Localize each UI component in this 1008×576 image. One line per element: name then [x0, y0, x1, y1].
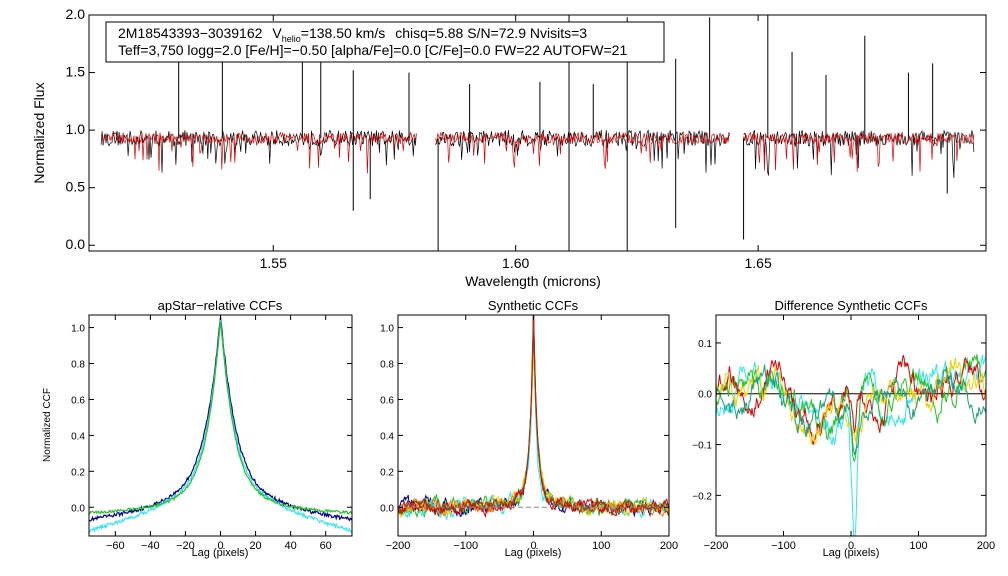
y-tick-label: 0.2: [71, 467, 85, 478]
x-tick-label: 1.55: [260, 255, 287, 271]
y-tick-label: 0.0: [380, 503, 394, 514]
ccf-line-visit-2: [89, 318, 352, 534]
model-spectrum-line: [100, 131, 417, 174]
x-tick-label: 0: [217, 540, 223, 552]
model-spectrum-line: [435, 131, 731, 169]
x-tick-label: 200: [660, 540, 678, 552]
x-tick-label: −60: [106, 540, 125, 552]
y-tick-label: 0.8: [71, 360, 85, 371]
y-tick-label: 0.8: [380, 360, 394, 371]
y-tick-label: 2.0: [66, 6, 86, 22]
spectrum-panel: 1.55 1.60 1.65 0.0 0.5 1.0 1.5 2.0 2M18543393−3…: [31, 6, 987, 289]
x-tick-label: −200: [386, 540, 411, 552]
diff-red-line: [716, 354, 986, 445]
ccf-brown-line: [398, 320, 669, 517]
y-tick-label: 0.6: [380, 395, 394, 406]
x-tick-label: −40: [141, 540, 160, 552]
y-tick-label: −0.1: [692, 441, 712, 452]
y-tick-label: 0.0: [71, 503, 85, 514]
difference-ccf-panel: −200 −100 0 100 200 −0.2 −0.1 0.0 0.1 Difference…: [692, 298, 995, 559]
x-tick-label: 1.65: [744, 255, 771, 271]
x-tick-label: 100: [909, 540, 927, 552]
spectrum-frame: [88, 14, 987, 252]
apstar-ccf-ylabel: Normalized CCF: [42, 388, 53, 462]
ccf-line-visit-1: [89, 316, 352, 522]
difference-ccf-title: Difference Synthetic CCFs: [775, 298, 928, 313]
x-tick-label: −200: [704, 540, 729, 552]
x-tick-label: −20: [176, 540, 195, 552]
y-tick-label: 1.0: [66, 121, 86, 137]
observed-spectrum-line: [100, 129, 417, 173]
x-tick-label: 100: [592, 540, 610, 552]
x-tick-label: 0: [530, 540, 536, 552]
difference-ccf-axes: −200 −100 0 100 200 −0.2 −0.1 0.0 0.1: [692, 315, 995, 552]
synthetic-ccf-lines: [398, 315, 669, 521]
difference-ccf-frame: [715, 314, 987, 537]
y-tick-label: 1.0: [71, 324, 85, 335]
apstar-ccf-frame: [88, 314, 353, 537]
synthetic-ccf-xlabel: Lag (pixels): [505, 547, 562, 559]
observed-spectrum-line: [743, 129, 975, 179]
y-tick-label: 0.4: [380, 431, 394, 442]
y-tick-label: −0.2: [692, 491, 712, 502]
apstar-ccf-axes: −60 −40 −20 0 20 40 60 0.0 0.2 0.4 0.6 0.8 1.0: [71, 315, 352, 552]
x-tick-label: 40: [285, 540, 297, 552]
y-tick-label: 0.5: [66, 179, 86, 195]
apstar-ccf-lines: [89, 316, 352, 534]
observed-spectrum-line: [435, 129, 731, 173]
spectrum-ylabel: Normalized Flux: [31, 82, 47, 183]
x-tick-label: 200: [977, 540, 995, 552]
info-line-1: 2M18543393−3039162 Vhelio=138.50 km/s chis…: [118, 25, 587, 44]
ccf-line-visit-3: [89, 320, 352, 515]
y-tick-label: 0.4: [71, 431, 85, 442]
diff-green-line: [716, 354, 986, 462]
y-tick-label: 1.5: [66, 64, 86, 80]
y-tick-label: 0.6: [71, 395, 85, 406]
x-tick-label: 1.60: [502, 255, 529, 271]
diff-teal-line: [716, 364, 986, 456]
x-tick-label: 60: [320, 540, 332, 552]
y-tick-label: 0.0: [698, 390, 712, 401]
model-spectrum-line: [743, 131, 975, 172]
spectrum-lines: [100, 15, 975, 251]
apstar-ccf-xlabel: Lag (pixels): [192, 547, 249, 559]
y-tick-label: 1.0: [380, 324, 394, 335]
difference-ccf-xlabel: Lag (pixels): [823, 547, 880, 559]
x-tick-label: −100: [771, 540, 796, 552]
spectrum-axes: 1.55 1.60 1.65 0.0 0.5 1.0 1.5 2.0: [66, 6, 986, 271]
x-tick-label: −100: [453, 540, 478, 552]
x-tick-label: 20: [249, 540, 261, 552]
info-line-2: Teff=3,750 logg=2.0 [Fe/H]=−0.50 [alpha/…: [118, 42, 627, 58]
apstar-ccf-panel: −60 −40 −20 0 20 40 60 0.0 0.2 0.4 0.6 0.8 1.0 apSta…: [42, 298, 353, 559]
synthetic-ccf-panel: −200 −100 0 100 200 0.0 0.2 0.4 0.6 0.8 1.0 Synthe…: [380, 298, 678, 559]
synthetic-ccf-frame: [397, 314, 670, 537]
y-tick-label: 0.0: [66, 236, 86, 252]
apstar-ccf-title: apStar−relative CCFs: [158, 298, 283, 313]
spectrum-xlabel: Wavelength (microns): [465, 273, 601, 289]
y-tick-label: 0.1: [698, 339, 712, 350]
y-tick-label: 0.2: [380, 467, 394, 478]
info-box: [105, 21, 665, 63]
difference-ccf-lines: [716, 354, 986, 536]
synthetic-ccf-title: Synthetic CCFs: [488, 298, 579, 313]
ccf-yellow-line: [398, 347, 669, 519]
x-tick-label: 0: [848, 540, 854, 552]
